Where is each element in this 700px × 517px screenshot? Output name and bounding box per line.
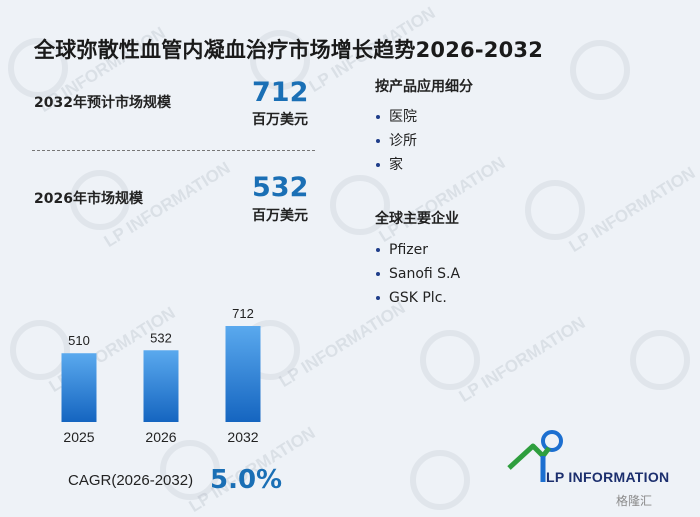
watermark-logo — [420, 330, 480, 390]
companies-title: 全球主要企业 — [375, 211, 459, 227]
companies-list: Pfizer Sanofi S.A GSK Plc. — [375, 238, 460, 310]
cagr-label: CAGR(2026-2032) — [68, 472, 194, 489]
watermark-logo — [10, 320, 70, 380]
list-item: 诊所 — [375, 129, 417, 153]
watermark-logo — [160, 440, 220, 500]
bar-2025 — [61, 353, 97, 422]
watermark-logo — [250, 30, 310, 90]
x-tick-label-2025: 2025 — [63, 429, 94, 445]
brand-name: LP INFORMATION — [546, 469, 670, 485]
kpi-value-2032: 712 — [252, 77, 309, 108]
list-item: 医院 — [375, 105, 417, 129]
bar-2032 — [225, 326, 261, 422]
bar-2026 — [143, 350, 179, 422]
divider — [32, 150, 315, 151]
cagr-value: 5.0% — [210, 465, 283, 495]
data-label-2032: 712 — [232, 306, 254, 321]
watermark-logo — [525, 180, 585, 240]
watermark-logo — [630, 330, 690, 390]
watermark-logo — [410, 450, 470, 510]
credit-watermark: 格隆汇 — [616, 494, 653, 508]
data-label-2025: 510 — [68, 333, 90, 348]
page-title: 全球弥散性血管内凝血治疗市场增长趋势2026-2032 — [34, 38, 544, 62]
kpi-unit-2026: 百万美元 — [252, 208, 308, 224]
watermark-logo — [330, 175, 390, 235]
x-tick-label-2026: 2026 — [145, 429, 176, 445]
list-item: Sanofi S.A — [375, 262, 460, 286]
watermark-logo — [570, 40, 630, 100]
list-item: Pfizer — [375, 238, 460, 262]
kpi-label-2026: 2026年市场规模 — [34, 191, 143, 207]
kpi-unit-2032: 百万美元 — [252, 112, 308, 128]
kpi-value-2026: 532 — [252, 172, 309, 203]
list-item: GSK Plc. — [375, 286, 460, 310]
brand-logo-icon — [507, 430, 563, 482]
watermark-logo — [8, 38, 68, 98]
list-item: 家 — [375, 153, 417, 177]
watermark-logo — [70, 170, 130, 230]
kpi-label-2032: 2032年预计市场规模 — [34, 95, 171, 111]
segments-list: 医院 诊所 家 — [375, 105, 417, 177]
x-tick-label-2032: 2032 — [227, 429, 258, 445]
data-label-2026: 532 — [150, 330, 172, 345]
segments-title: 按产品应用细分 — [375, 79, 473, 95]
